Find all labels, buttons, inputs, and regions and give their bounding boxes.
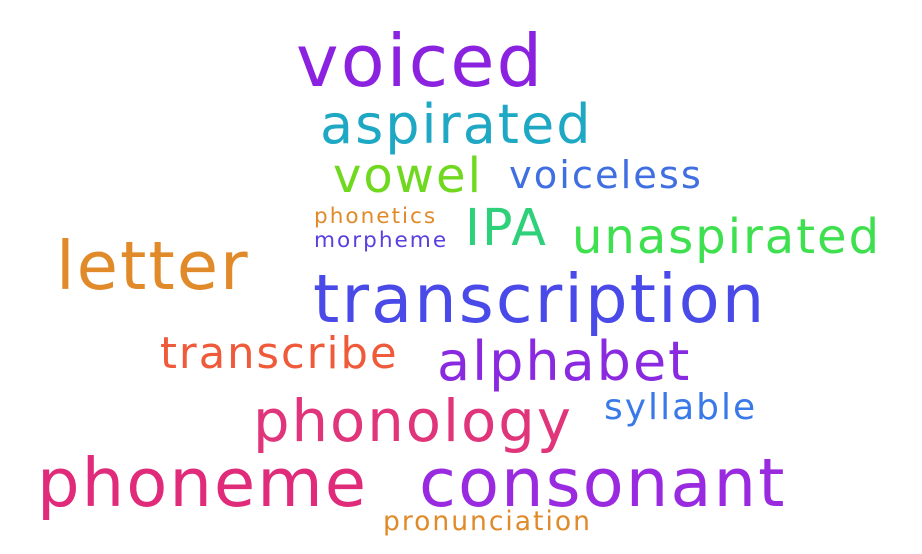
word-vowel: vowel <box>333 148 483 204</box>
word-unaspirated: unaspirated <box>572 209 882 265</box>
word-syllable: syllable <box>604 387 758 428</box>
word-morpheme: morpheme <box>314 228 449 253</box>
word-phonetics: phonetics <box>314 204 438 229</box>
word-aspirated: aspirated <box>320 93 593 156</box>
word-phoneme: phoneme <box>37 444 369 522</box>
word-consonant: consonant <box>419 444 787 522</box>
word-phonology: phonology <box>253 388 573 455</box>
word-transcribe: transcribe <box>160 329 399 379</box>
word-letter: letter <box>56 227 250 305</box>
word-transcription: transcription <box>313 260 767 338</box>
word-ipa: IPA <box>465 198 548 257</box>
word-pronunciation: pronunciation <box>383 506 592 537</box>
word-alphabet: alphabet <box>437 330 692 393</box>
word-voiceless: voiceless <box>509 153 703 198</box>
word-voiced: voiced <box>296 19 545 103</box>
